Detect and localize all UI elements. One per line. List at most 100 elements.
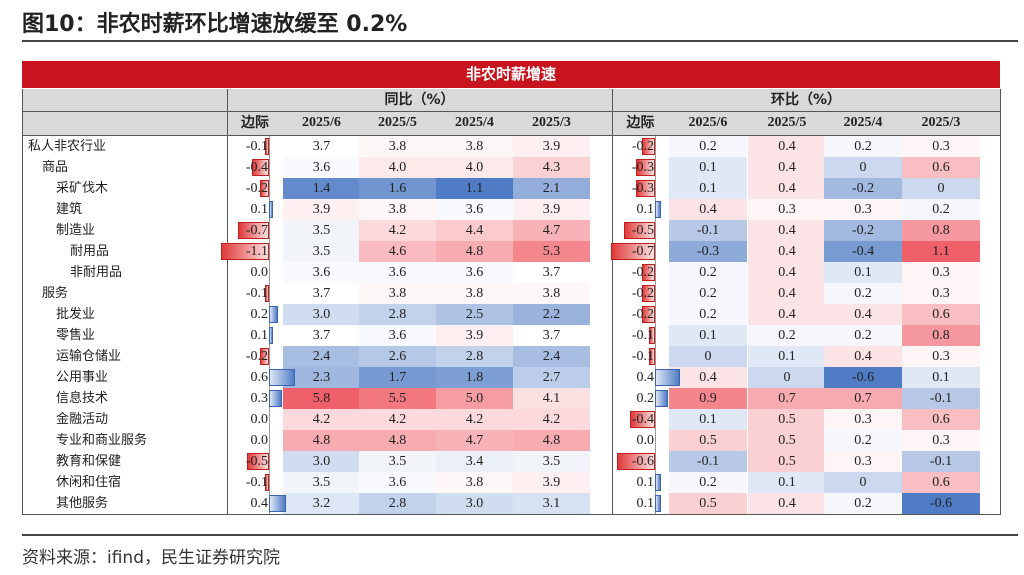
yoy-cell: 4.8 (436, 241, 513, 262)
yoy-cell: 3.5 (283, 220, 360, 241)
mom-margin-bar (611, 243, 655, 260)
mom-cell: 0.1 (902, 367, 980, 388)
yoy-cell: 3.5 (513, 451, 590, 472)
mom-margin-cell: -0.2 (612, 136, 669, 157)
mom-margin-bar (617, 453, 655, 470)
title-divider (22, 40, 1018, 42)
mom-cell: -0.1 (902, 451, 980, 472)
columns-bottom-line (22, 135, 1000, 136)
yoy-margin-zero-line (269, 409, 270, 430)
yoy-cell: 3.6 (283, 262, 360, 283)
yoy-margin-value: -0.2 (245, 181, 268, 196)
mom-margin-cell: -0.2 (612, 283, 669, 304)
mom-margin-value: -0.1 (631, 328, 654, 343)
row-label: 非耐用品 (70, 265, 123, 280)
yoy-margin-zero-line (269, 451, 270, 472)
mom-margin-zero-line (655, 241, 656, 262)
mom-cell: 0.3 (748, 199, 826, 220)
mom-cell: 0.3 (902, 430, 980, 451)
yoy-cell: 3.8 (359, 199, 436, 220)
yoy-margin-cell: -0.2 (227, 178, 283, 199)
mom-margin-cell: -0.2 (612, 304, 669, 325)
mom-cell: 0.4 (669, 199, 747, 220)
group-label-mom: 环比（%） (770, 92, 842, 108)
yoy-cell: 4.2 (283, 409, 360, 430)
mom-cell: -0.1 (669, 220, 747, 241)
mom-margin-cell: -0.4 (612, 409, 669, 430)
yoy-cell: 4.6 (359, 241, 436, 262)
mom-cell: 0.4 (824, 346, 902, 367)
mom-margin-zero-line (655, 451, 656, 472)
yoy-margin-value: 0.0 (250, 433, 269, 448)
mom-cell: 0.2 (824, 283, 902, 304)
mom-cell: 0.4 (748, 304, 826, 325)
yoy-cell: 5.5 (359, 388, 436, 409)
mom-margin-zero-line (655, 220, 656, 241)
source-divider (22, 534, 1018, 536)
yoy-cell: 5.3 (513, 241, 590, 262)
yoy-margin-cell: 0.0 (227, 430, 283, 451)
yoy-margin-zero-line (269, 346, 270, 367)
yoy-cell: 3.8 (436, 472, 513, 493)
mom-margin-bar (655, 390, 668, 407)
mom-margin-cell: 0.1 (612, 472, 669, 493)
mom-cell: 0.4 (748, 136, 826, 157)
yoy-margin-bar (238, 222, 269, 239)
yoy-margin-bar (260, 348, 269, 365)
mom-margin-zero-line (655, 346, 656, 367)
yoy-cell: 4.8 (513, 430, 590, 451)
source-note: 资料来源：ifind，民生证券研究院 (22, 548, 280, 568)
yoy-cell: 5.8 (283, 388, 360, 409)
yoy-margin-zero-line (269, 136, 270, 157)
mom-margin-cell: -0.3 (612, 178, 669, 199)
mom-cell: 0.2 (669, 472, 747, 493)
mom-cell: 0 (824, 472, 902, 493)
group-label-yoy: 同比（%） (384, 92, 455, 108)
mom-margin-bar (629, 411, 655, 428)
mom-cell: 0.2 (902, 199, 980, 220)
mom-margin-value: 0.1 (636, 496, 655, 511)
yoy-cell: 3.2 (283, 493, 360, 514)
yoy-cell: 4.7 (513, 220, 590, 241)
yoy-cell: 2.7 (513, 367, 590, 388)
row-label: 教育和保健 (56, 454, 122, 469)
column-header-mom-3: 2025/3 (921, 115, 961, 130)
mom-margin-cell: 0.1 (612, 199, 669, 220)
yoy-cell: 3.0 (283, 304, 360, 325)
yoy-margin-cell: -0.2 (227, 346, 283, 367)
mom-margin-value: 0.1 (636, 475, 655, 490)
mom-cell: -0.3 (669, 241, 747, 262)
mom-cell: 0.3 (902, 283, 980, 304)
yoy-cell: 3.6 (359, 325, 436, 346)
mom-cell: 0.1 (669, 178, 747, 199)
row-label: 服务 (42, 286, 69, 301)
yoy-cell: 3.6 (283, 157, 360, 178)
mom-margin-zero-line (655, 430, 656, 451)
mom-cell: 0.8 (902, 220, 980, 241)
row-label: 公用事业 (56, 370, 109, 385)
column-header-mom-2: 2025/4 (843, 115, 883, 130)
table-vertical-line-0 (227, 89, 228, 515)
yoy-cell: 1.4 (283, 178, 360, 199)
yoy-margin-cell: -0.1 (227, 136, 283, 157)
mom-cell: 0.1 (748, 472, 826, 493)
row-label: 专业和商业服务 (56, 433, 148, 448)
mom-cell: 0.2 (748, 325, 826, 346)
yoy-cell: 3.1 (513, 493, 590, 514)
yoy-margin-cell: 0.3 (227, 388, 283, 409)
mom-margin-zero-line (655, 178, 656, 199)
yoy-margin-zero-line (269, 220, 270, 241)
yoy-cell: 4.2 (513, 409, 590, 430)
yoy-margin-cell: -0.4 (227, 157, 283, 178)
yoy-cell: 3.0 (436, 493, 513, 514)
yoy-cell: 2.6 (359, 346, 436, 367)
mom-margin-value: -0.2 (631, 139, 654, 154)
row-label: 私人非农行业 (28, 139, 107, 154)
yoy-cell: 3.9 (513, 472, 590, 493)
yoy-margin-value: -0.1 (245, 139, 268, 154)
mom-cell: 0.5 (669, 493, 747, 514)
mom-cell: 0.3 (824, 199, 902, 220)
yoy-margin-bar (221, 243, 269, 260)
mom-cell: 0.3 (902, 136, 980, 157)
yoy-cell: 3.6 (359, 262, 436, 283)
